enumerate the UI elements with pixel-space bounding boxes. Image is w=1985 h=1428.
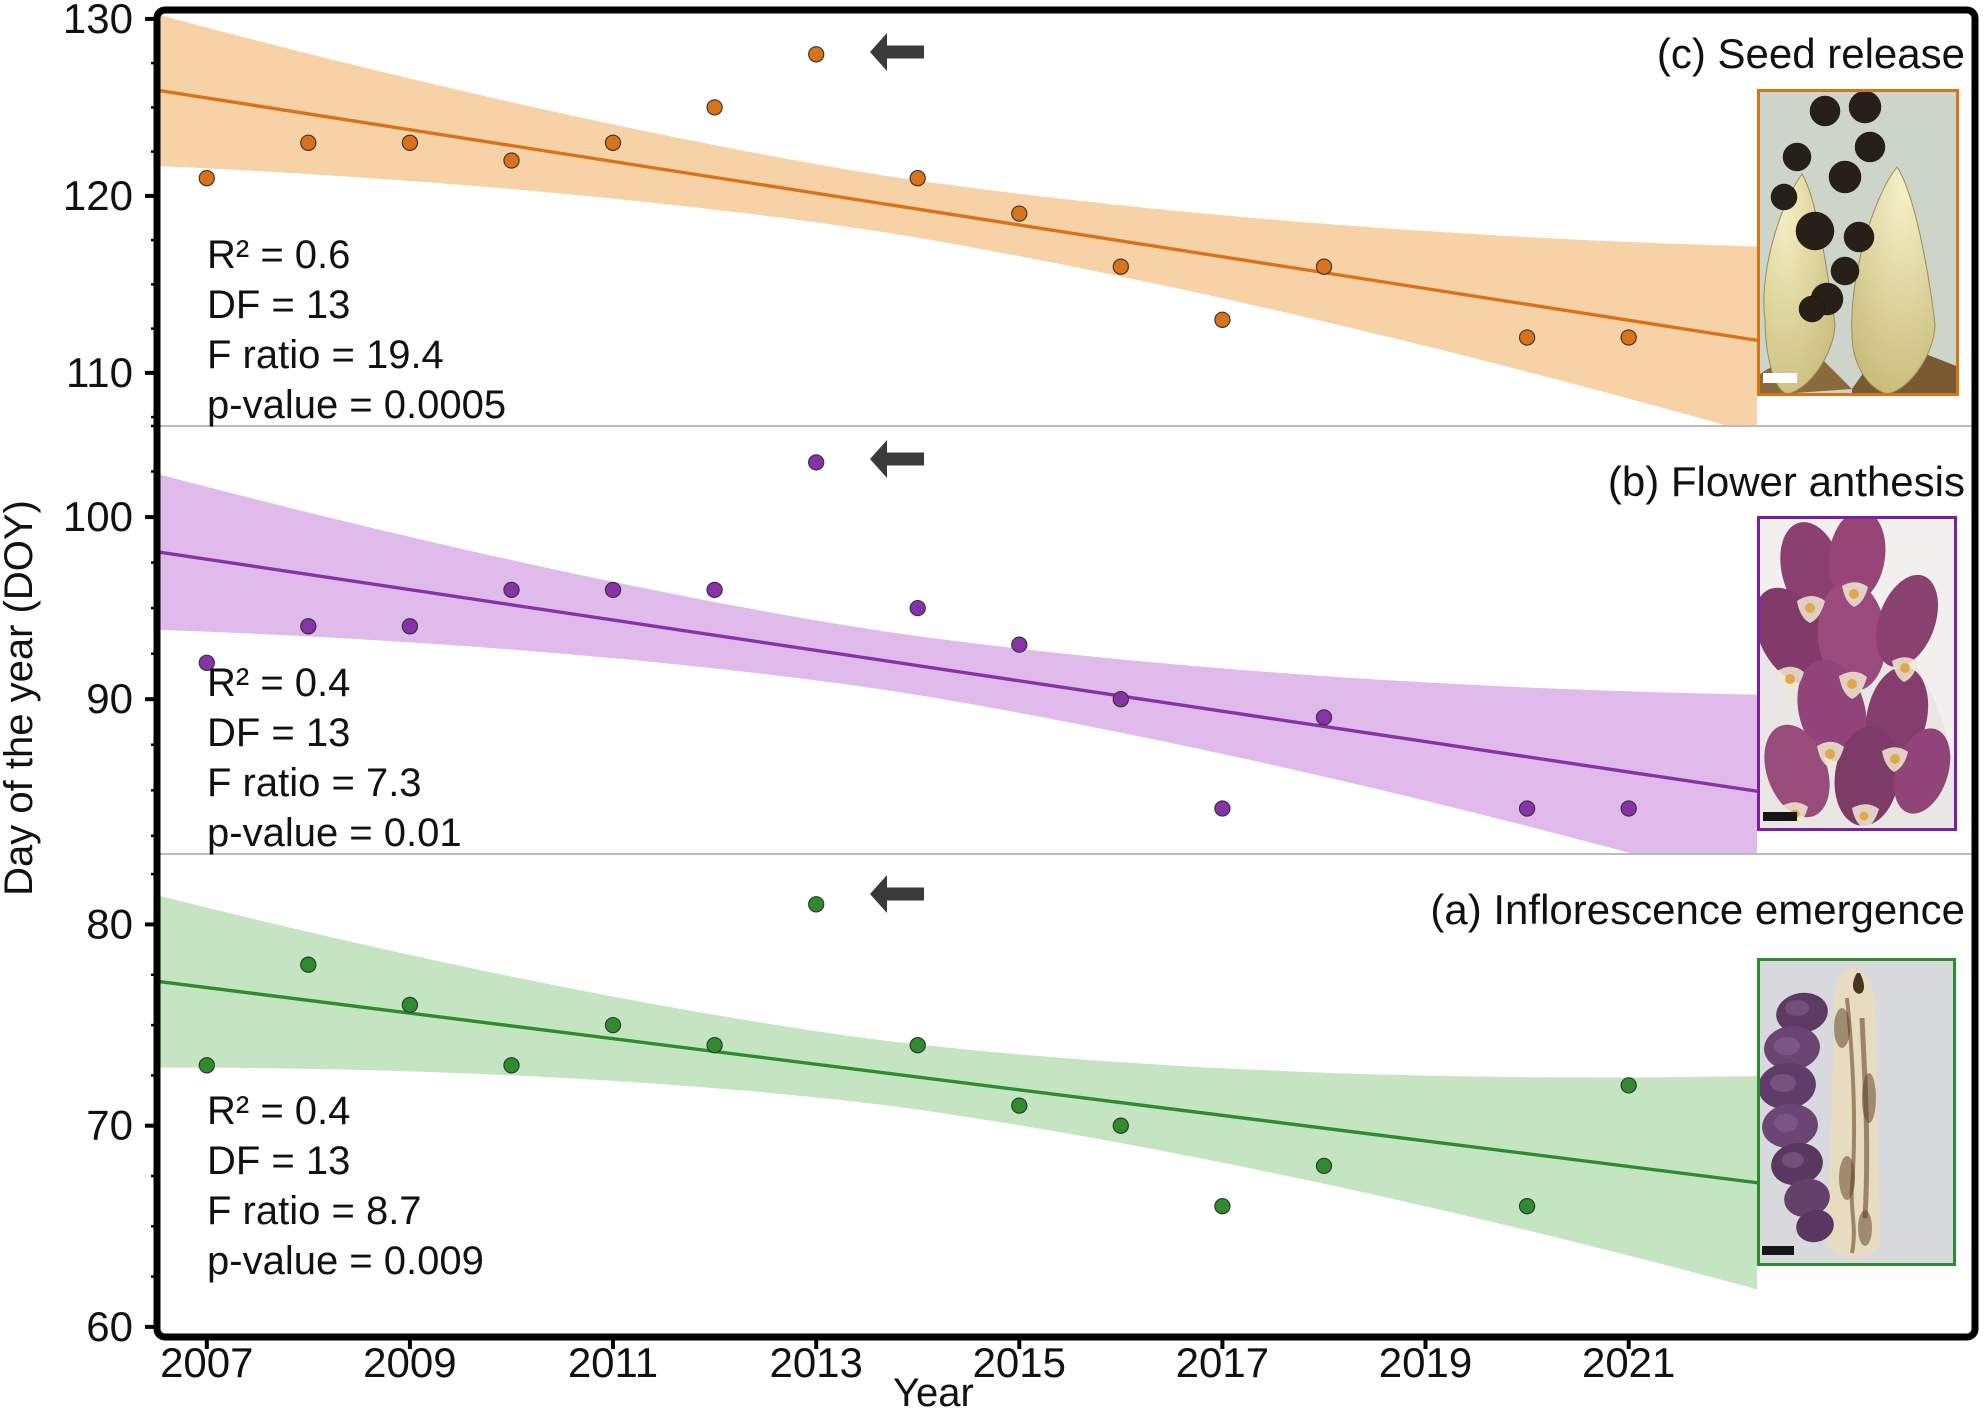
svg-text:2011: 2011 xyxy=(568,1339,658,1386)
svg-text:2019: 2019 xyxy=(1379,1339,1472,1386)
svg-text:120: 120 xyxy=(63,172,133,219)
svg-text:60: 60 xyxy=(86,1303,133,1350)
svg-text:2009: 2009 xyxy=(363,1339,456,1386)
svg-text:2015: 2015 xyxy=(973,1339,1066,1386)
svg-text:130: 130 xyxy=(63,0,133,42)
svg-text:110: 110 xyxy=(66,349,133,396)
svg-text:70: 70 xyxy=(86,1102,133,1149)
svg-text:2007: 2007 xyxy=(160,1339,253,1386)
svg-text:90: 90 xyxy=(86,675,133,722)
svg-text:2021: 2021 xyxy=(1582,1339,1675,1386)
svg-text:2017: 2017 xyxy=(1176,1339,1269,1386)
svg-text:80: 80 xyxy=(86,900,133,947)
svg-text:100: 100 xyxy=(63,493,133,540)
svg-text:2013: 2013 xyxy=(769,1339,862,1386)
